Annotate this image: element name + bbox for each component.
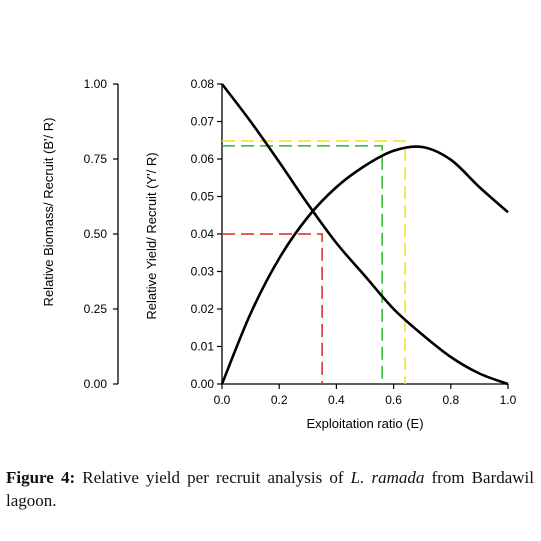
yield-tick-label-2: 0.02 [191, 302, 215, 316]
figure-caption: Figure 4: Relative yield per recruit ana… [6, 466, 534, 512]
yield-tick-label-8: 0.08 [191, 77, 215, 91]
caption-text-before: Relative yield per recruit analysis of [75, 468, 351, 487]
left-axis-title: Relative Biomass/ Recruit (B'/ R) [41, 118, 56, 307]
yield-biomass-chart: 0.00 0.25 0.50 0.75 1.00 Relative Biomass/ R… [41, 77, 517, 431]
x-tick-label-1: 0.2 [271, 393, 288, 407]
yield-tick-label-1: 0.01 [191, 340, 215, 354]
left-axis-ticks: 0.00 0.25 0.50 0.75 1.00 [84, 77, 118, 391]
reference-line-2 [222, 140, 406, 384]
left-axis: 0.00 0.25 0.50 0.75 1.00 Relative Biomass/ R… [41, 77, 119, 391]
x-tick-label-5: 1.0 [500, 393, 517, 407]
yield-axis-title: Relative Yield/ Recruit (Y'/ R) [144, 152, 159, 319]
yield-tick-label-3: 0.03 [191, 265, 215, 279]
yield-curve [220, 145, 509, 385]
left-tick-label-0: 0.00 [84, 377, 108, 391]
caption-label: Figure 4: [6, 468, 76, 487]
yield-tick-label-5: 0.05 [191, 190, 215, 204]
x-tick-label-3: 0.6 [385, 393, 402, 407]
x-axis-title: Exploitation ratio (E) [306, 416, 423, 431]
left-tick-label-3: 0.75 [84, 152, 108, 166]
x-tick-label-2: 0.4 [328, 393, 345, 407]
x-tick-label-4: 0.8 [442, 393, 459, 407]
left-tick-label-1: 0.25 [84, 302, 108, 316]
x-axis-ticks: 0.0 0.2 0.4 0.6 0.8 1.0 [214, 384, 517, 407]
yield-tick-label-6: 0.06 [191, 152, 215, 166]
series-lines [220, 83, 509, 386]
biomass-curve [220, 83, 509, 386]
caption-species: L. ramada [350, 468, 425, 487]
x-tick-label-0: 0.0 [214, 393, 231, 407]
left-tick-label-4: 1.00 [84, 77, 108, 91]
left-tick-label-2: 0.50 [84, 227, 108, 241]
caption-text-after: from Bardawil lagoon. [6, 468, 534, 510]
reference-line-1 [222, 145, 383, 384]
yield-tick-label-0: 0.00 [191, 377, 215, 391]
reference-line-0 [222, 233, 323, 384]
yield-tick-label-4: 0.04 [191, 227, 215, 241]
reference-lines [222, 140, 406, 384]
yield-axis-ticks: 0.00 0.01 0.02 0.03 0.04 0.05 0.06 0.07 0.08 [191, 77, 222, 391]
yield-tick-label-7: 0.07 [191, 115, 215, 129]
